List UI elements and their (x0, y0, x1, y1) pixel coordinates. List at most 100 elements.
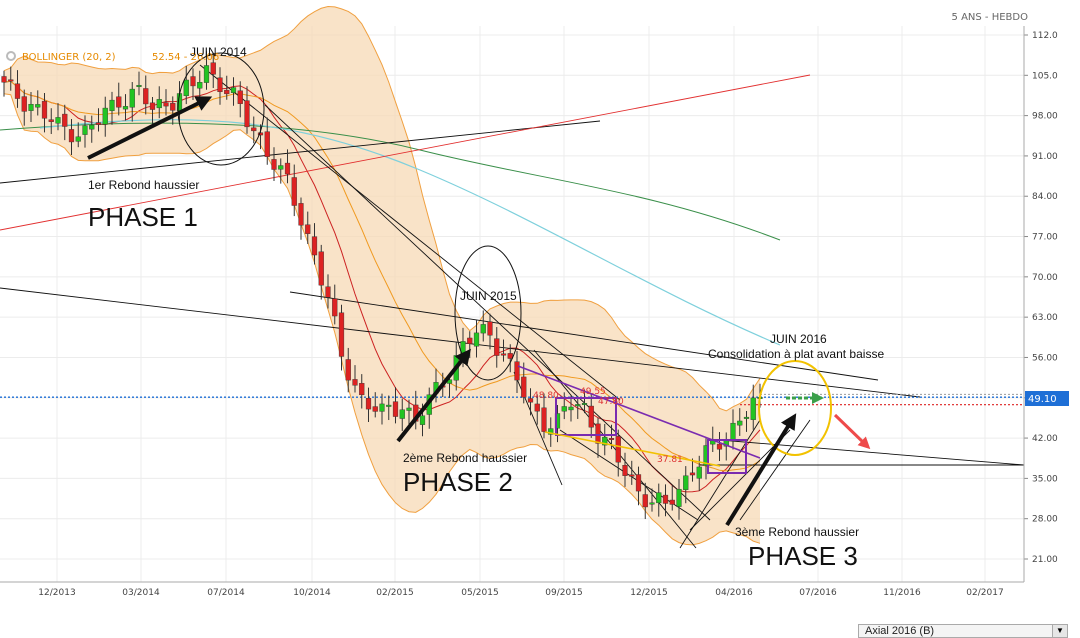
y-tick-label: 63.00 (1032, 313, 1058, 323)
y-tick-label: 28.00 (1032, 515, 1058, 525)
candle-body (406, 407, 412, 411)
consolidation-box-1 (555, 397, 617, 436)
candle-body (602, 436, 608, 446)
candle-body (217, 77, 223, 93)
candle-body (359, 383, 365, 396)
ma-short (3, 80, 761, 493)
candle-body (595, 423, 601, 444)
last-price-tag (1025, 391, 1069, 406)
candle-body (109, 99, 115, 111)
candle-body (669, 499, 675, 505)
candle-body (203, 65, 210, 83)
candle-body (143, 88, 149, 105)
candle-body (534, 403, 540, 412)
level-label-4: 37.81 (657, 455, 683, 465)
y-tick-label: 77.00 (1032, 233, 1058, 243)
candle-body (588, 405, 594, 428)
y-axis: 112.0 105.0 98.00 91.00 84.00 77.00 70.00 63.00… (1023, 26, 1058, 582)
candle-body (642, 494, 648, 508)
candle-body (55, 117, 61, 124)
annotation-juin-2014: JUIN 2014 (190, 45, 247, 59)
annotation-consolidation: Consolidation à plat avant baisse (708, 347, 884, 361)
x-axis: 12/2013 03/2014 07/2014 10/2014 02/2015 05/20… (0, 581, 1024, 598)
candle-body (183, 79, 189, 97)
candle-body (480, 324, 486, 334)
candle-body (129, 88, 135, 108)
candle-body (568, 406, 574, 411)
candle-body (521, 376, 527, 398)
y-tick-label: 56.00 (1032, 353, 1058, 363)
gear-icon[interactable] (6, 51, 16, 61)
yellow-line (544, 431, 721, 467)
annotation-rebond-3: 3ème Rebond haussier (735, 525, 859, 539)
candle-body (372, 406, 378, 412)
candle-body (332, 298, 338, 317)
candle-body (237, 90, 243, 104)
candle-body (149, 102, 156, 110)
y-tick-label: 112.0 (1032, 31, 1058, 41)
candle-body (615, 436, 621, 463)
y-tick-label: 42.00 (1032, 434, 1058, 444)
candle-body (35, 104, 41, 108)
candle-body (102, 107, 108, 125)
candle-body (629, 474, 635, 477)
arrow-down-red (833, 413, 871, 450)
last-price-value: 49.10 (1028, 394, 1057, 405)
candle-body (500, 353, 507, 356)
candle-body (197, 82, 203, 89)
candle-body (8, 79, 14, 82)
candle-body (575, 404, 581, 407)
candle-body (365, 398, 372, 410)
annotation-phase-2: PHASE 2 (403, 467, 513, 497)
candle-body (581, 403, 588, 405)
x-tick-label: 11/2016 (883, 588, 921, 598)
arrow-rebond-3 (725, 413, 797, 527)
annotation-rebond-1: 1er Rebond haussier (88, 178, 199, 192)
candle-body (379, 403, 385, 412)
annotation-juin-2015: JUIN 2015 (460, 289, 517, 303)
x-tick-label: 03/2014 (122, 588, 160, 598)
y-tick-label: 84.00 (1032, 192, 1058, 202)
annotation-phase-1: PHASE 1 (88, 202, 198, 232)
y-tick-label: 91.00 (1032, 152, 1058, 162)
x-tick-label: 12/2015 (630, 588, 667, 598)
candle-body (325, 286, 331, 298)
x-tick-label: 02/2015 (376, 588, 413, 598)
indicator-header: BOLLINGER (20, 2) 52.54 - 26.06 (6, 51, 219, 63)
candle-body (399, 409, 405, 419)
candle-body (62, 113, 68, 127)
trend-line (559, 429, 699, 521)
trend-line (739, 419, 811, 521)
candle-body (548, 428, 554, 435)
candle-body (1, 76, 7, 83)
x-tick-label: 07/2016 (799, 588, 837, 598)
candle-body (716, 443, 723, 450)
indicator-values: 52.54 - 26.06 (152, 52, 219, 63)
y-tick-label: 21.00 (1032, 555, 1058, 565)
candle-body (163, 102, 169, 107)
candle-body (392, 401, 399, 417)
candles (1, 51, 763, 520)
purple-line (517, 365, 761, 459)
symbol-select[interactable]: Axial 2016 (B) (858, 624, 1068, 638)
annotation-juin-2016: JUIN 2016 (770, 332, 827, 346)
candle-body (338, 312, 345, 357)
candle-body (494, 338, 500, 356)
candle-body (305, 224, 311, 234)
candle-body (662, 494, 669, 504)
candle-body (561, 406, 567, 412)
candle-body (244, 100, 250, 128)
candle-body (311, 236, 318, 256)
candle-body (48, 119, 54, 122)
candle-body (224, 89, 230, 95)
candle-body (730, 422, 736, 441)
candle-body (264, 131, 270, 157)
x-tick-label: 05/2015 (461, 588, 498, 598)
chevron-down-icon[interactable]: ▼ (1052, 624, 1068, 638)
x-tick-label: 04/2016 (715, 588, 753, 598)
candle-body (251, 127, 257, 132)
candle-body (696, 466, 702, 479)
candle-body (210, 62, 216, 75)
candle-body (743, 416, 750, 419)
